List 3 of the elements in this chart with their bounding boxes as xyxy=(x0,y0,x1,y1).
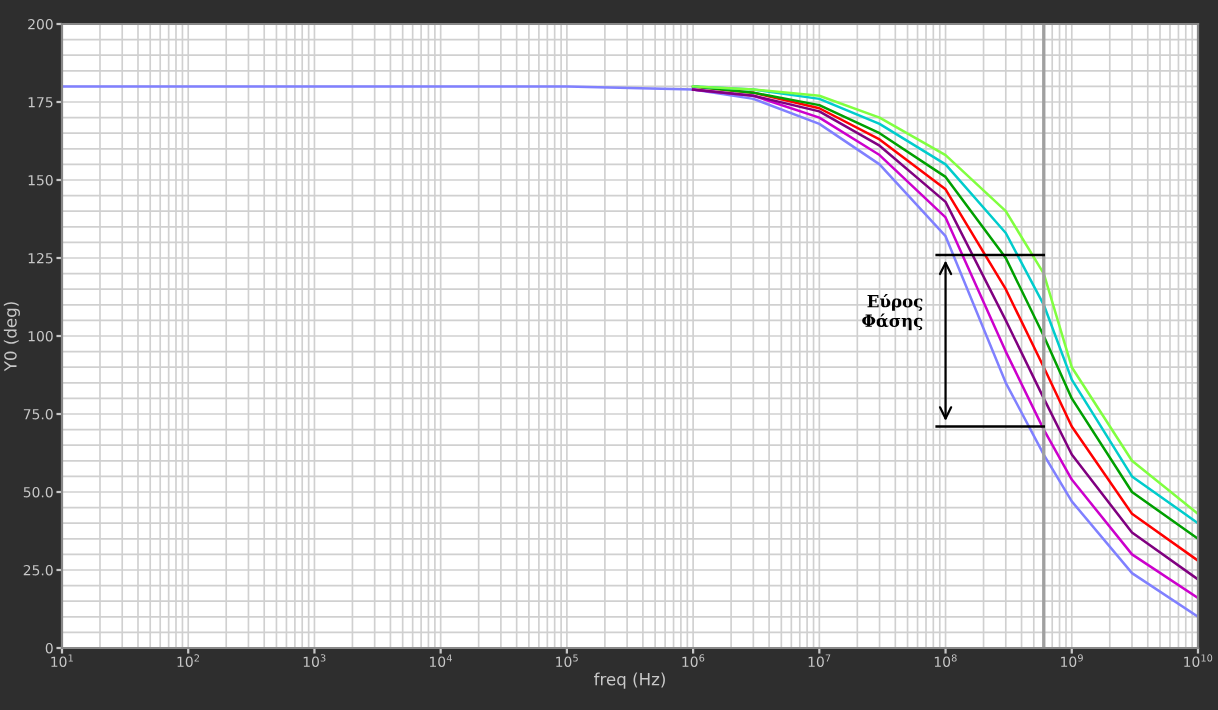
y-axis-title: Y0 (deg) xyxy=(3,302,20,372)
annotation: Εύρος Φάσης xyxy=(862,293,923,331)
x-axis-title: freq (Hz) xyxy=(594,672,665,689)
